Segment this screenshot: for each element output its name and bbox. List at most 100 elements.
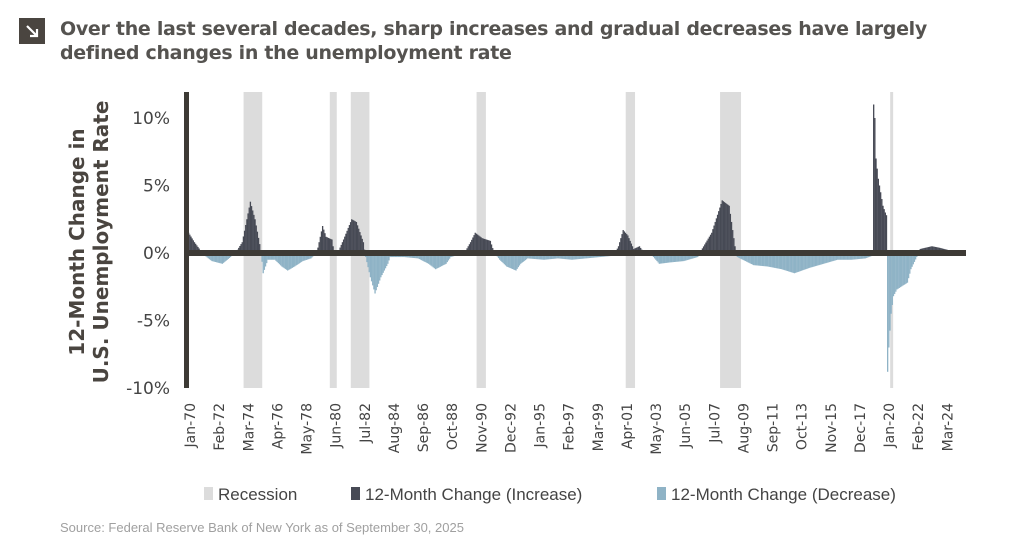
decrease-bar: [662, 253, 664, 264]
increase-bar: [341, 242, 344, 253]
chart-title: Over the last several decades, sharp inc…: [60, 18, 927, 64]
legend-swatch-decrease: [657, 487, 666, 500]
decrease-bar: [222, 253, 225, 263]
increase-bar: [246, 219, 248, 253]
decrease-bar: [430, 253, 432, 266]
decrease-bar: [501, 253, 503, 262]
increase-bar: [723, 202, 726, 253]
decrease-bar: [655, 253, 657, 260]
increase-bar: [627, 235, 629, 253]
y-tick-label: -5%: [137, 312, 170, 332]
decrease-bar: [538, 253, 540, 260]
decrease-bar: [832, 253, 834, 262]
increase-bar: [716, 214, 719, 253]
decrease-bar: [906, 253, 909, 283]
increase-bar: [637, 246, 640, 253]
increase-bar: [239, 245, 241, 253]
increase-bar: [732, 230, 734, 253]
x-tick-label: Apr-01: [620, 403, 636, 449]
decrease-bar: [518, 253, 521, 266]
zero-line: [187, 250, 966, 256]
decrease-bar: [226, 253, 228, 260]
decrease-bar: [211, 253, 213, 262]
decrease-bar: [754, 253, 756, 266]
x-tick-label: Aug-09: [736, 403, 752, 453]
decrease-bar: [767, 253, 769, 267]
increase-bar: [721, 200, 723, 253]
decrease-bar: [367, 253, 369, 268]
increase-bar: [191, 238, 193, 253]
recession-band: [625, 92, 636, 388]
decrease-bar: [821, 253, 824, 265]
increase-bar: [249, 201, 252, 253]
decrease-bar: [772, 253, 775, 268]
decrease-bar: [303, 253, 305, 261]
decrease-bar: [540, 253, 543, 260]
y-tick-label: -10%: [126, 379, 170, 399]
decrease-bar: [663, 253, 665, 264]
decrease-bar: [275, 253, 277, 261]
increase-bar: [720, 203, 722, 253]
decrease-bar: [445, 253, 447, 264]
decrease-bar: [546, 253, 549, 260]
increase-bar: [330, 238, 332, 253]
increase-bar: [725, 203, 727, 253]
decrease-bar: [679, 253, 681, 262]
x-tick-label: Mar-99: [591, 403, 607, 451]
decrease-bar: [524, 253, 526, 261]
decrease-bar: [808, 253, 811, 268]
decrease-bar: [825, 253, 827, 264]
decrease-bar: [366, 253, 368, 263]
decrease-bar: [685, 253, 687, 261]
increase-bar: [327, 237, 330, 253]
increase-bar: [472, 237, 474, 253]
decrease-bar: [890, 253, 892, 314]
decrease-bar: [777, 253, 779, 269]
decrease-bar: [282, 253, 284, 268]
decrease-bar: [657, 253, 659, 263]
increase-bar: [931, 246, 933, 253]
x-tick-label: Oct-13: [795, 403, 811, 450]
decrease-bar: [515, 253, 517, 271]
decrease-bar: [911, 253, 913, 267]
increase-bar: [487, 240, 489, 253]
increase-bar: [257, 237, 260, 253]
increase-bar: [190, 236, 192, 253]
decrease-bar: [504, 253, 507, 266]
increase-bar: [197, 246, 199, 253]
x-tick-label: Jun-80: [329, 403, 345, 449]
decrease-bar: [817, 253, 819, 266]
decrease-bar: [217, 253, 219, 263]
decrease-bar: [379, 253, 381, 281]
decrease-bar: [388, 253, 390, 261]
y-axis-line: [184, 92, 189, 388]
decrease-bar: [676, 253, 678, 262]
decrease-bar: [914, 253, 917, 260]
decrease-bar: [567, 253, 570, 260]
x-tick-label: Jan-20: [882, 403, 898, 448]
decrease-bar: [741, 253, 743, 260]
decrease-bar: [426, 253, 429, 264]
decrease-bar: [909, 253, 911, 274]
decrease-bar: [374, 253, 376, 294]
decrease-bar: [509, 253, 511, 269]
x-ticks: Jan-70 Feb-72 Mar-74 Apr-76 May-78 Jun-80 Jul-…: [183, 403, 956, 455]
decrease-bar: [292, 253, 295, 268]
decrease-bar: [437, 253, 439, 268]
increase-bar: [489, 240, 492, 253]
decrease-bar: [373, 253, 375, 290]
increase-bar: [344, 236, 346, 253]
increase-bar: [878, 185, 881, 253]
increase-bar: [325, 236, 327, 253]
decrease-bar: [503, 253, 506, 265]
decrease-bar: [656, 253, 658, 262]
decrease-bar: [811, 253, 813, 268]
decrease-bar: [446, 253, 448, 263]
decrease-bar: [511, 253, 514, 270]
decrease-bar: [824, 253, 826, 264]
increase-bar: [356, 225, 359, 253]
decrease-bar: [847, 253, 849, 260]
increase-bar: [874, 118, 876, 253]
decrease-bar: [893, 253, 896, 294]
decrease-bar: [525, 253, 528, 260]
